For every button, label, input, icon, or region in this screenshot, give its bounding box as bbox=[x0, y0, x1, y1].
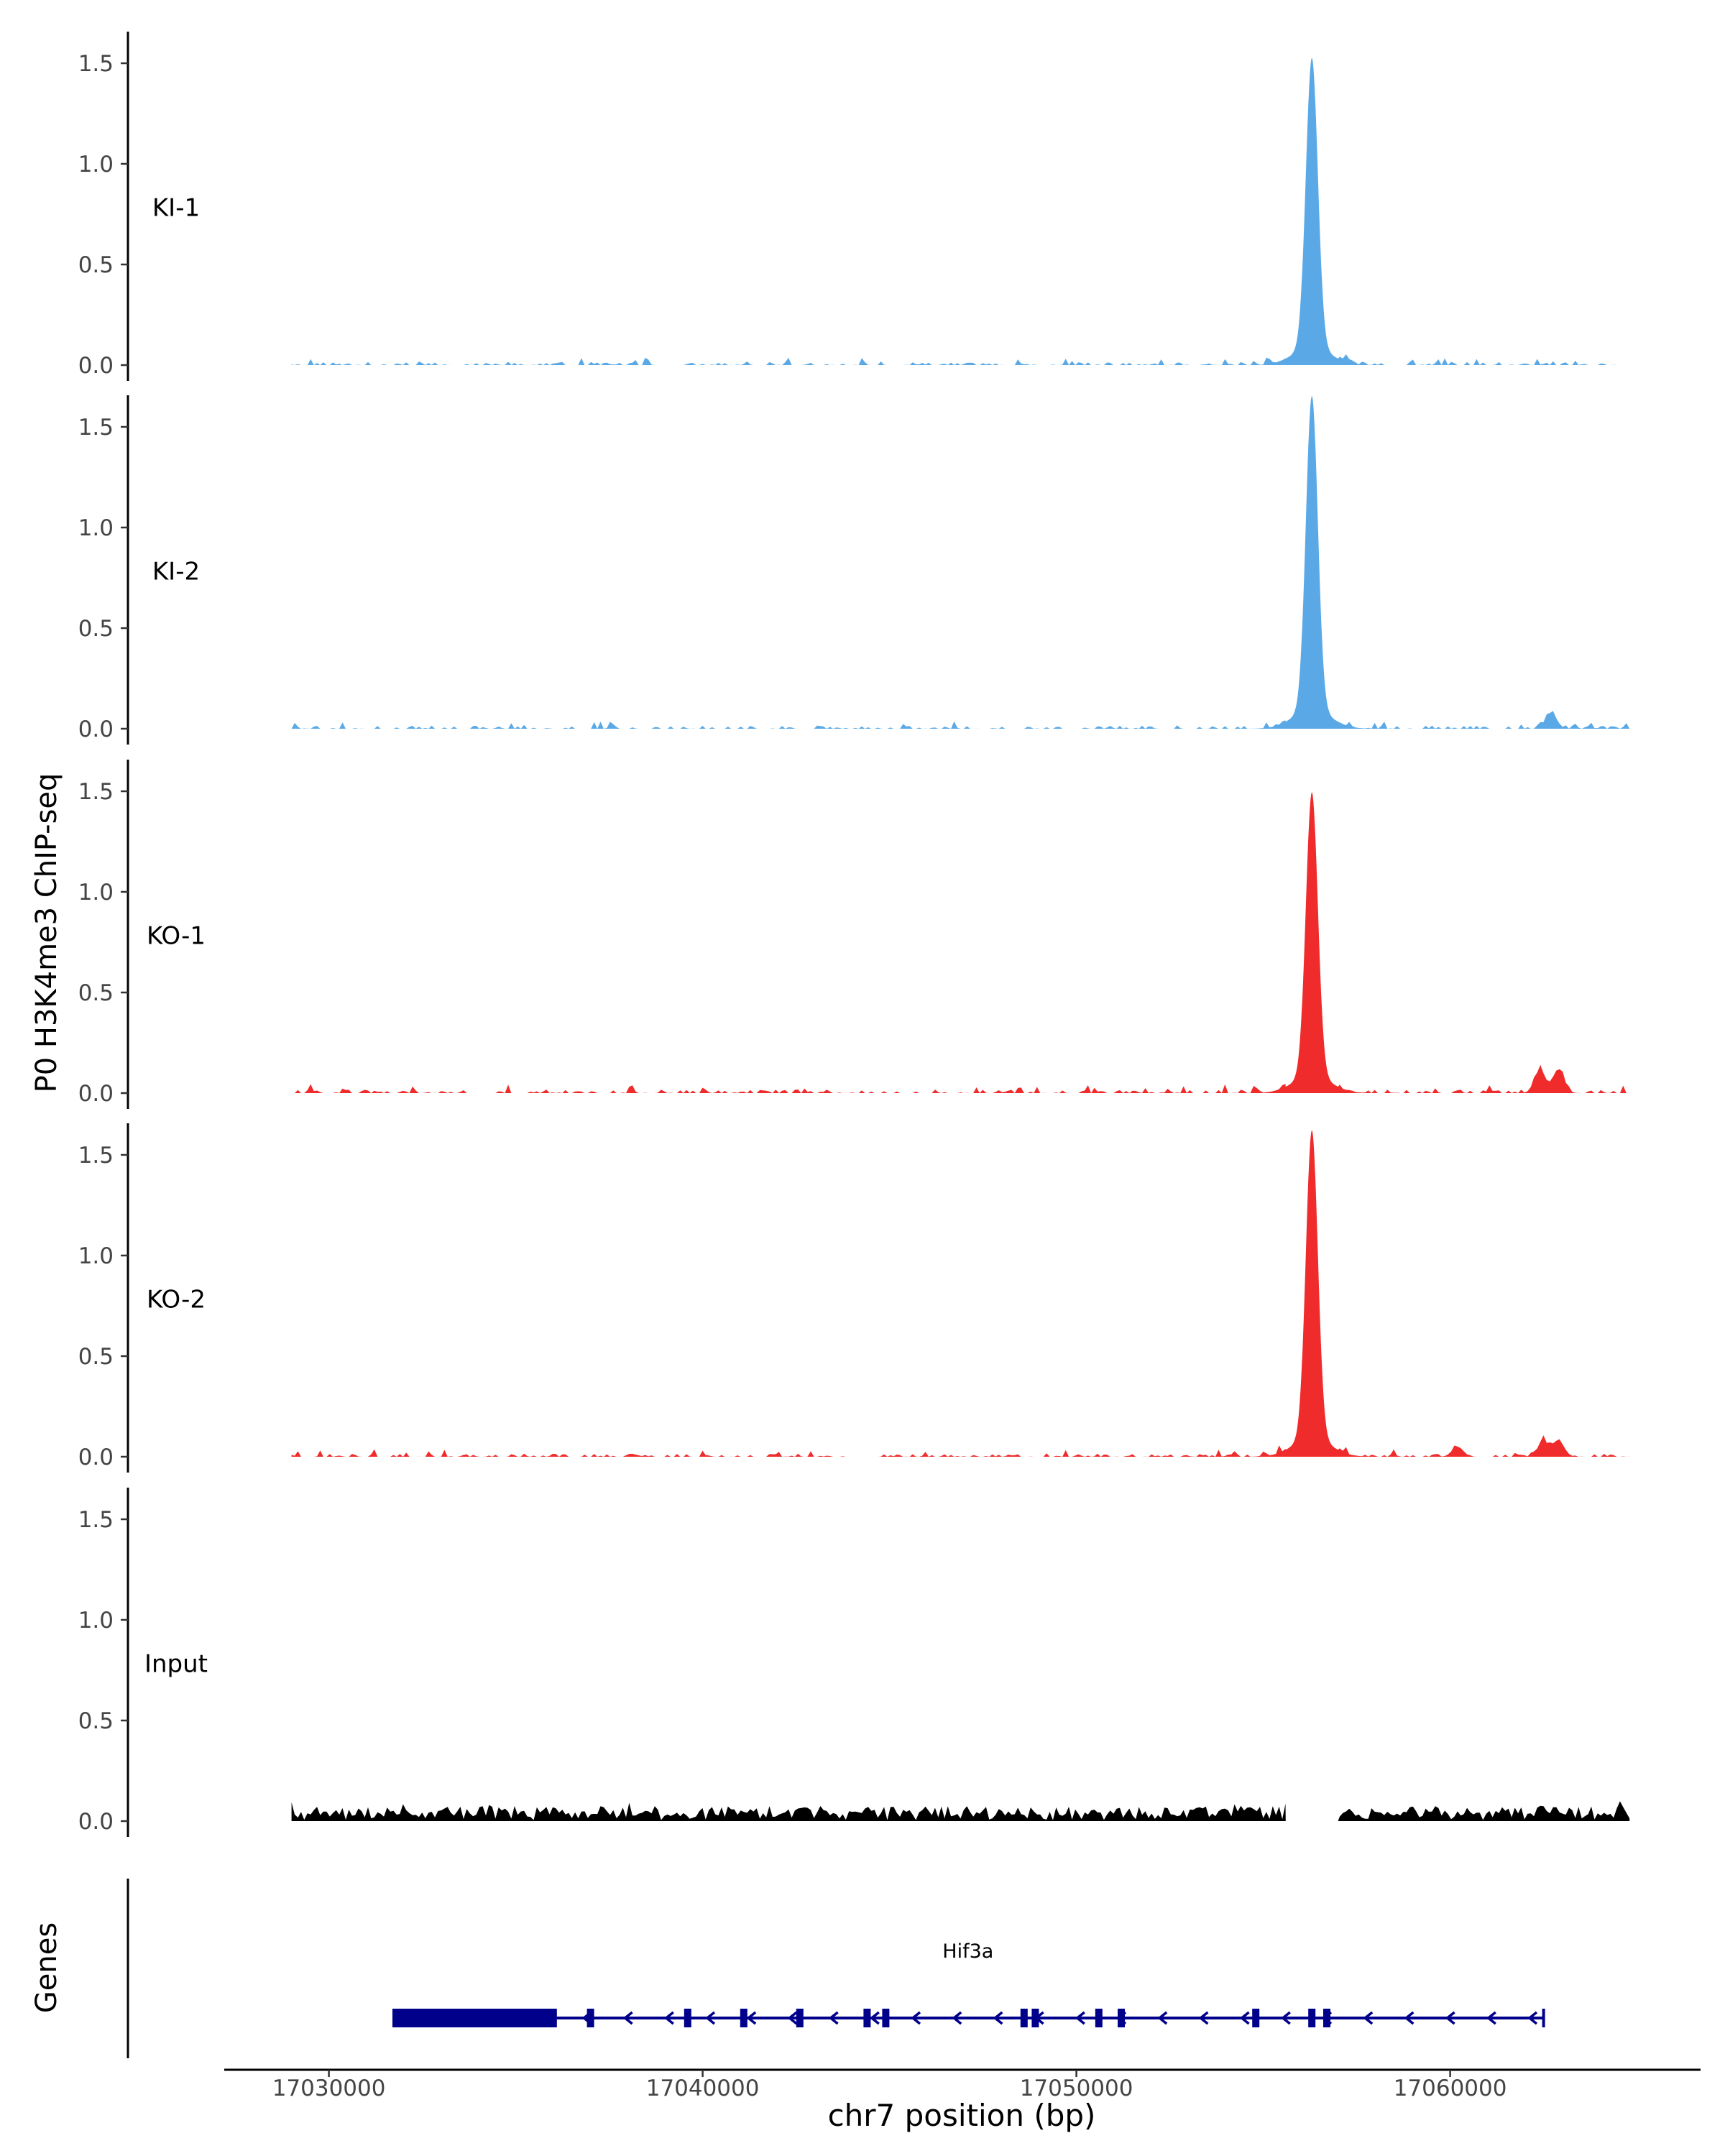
y-tick-label: 0.0 bbox=[78, 1081, 114, 1107]
y-tick-label: 1.0 bbox=[78, 515, 114, 541]
y-tick-label: 1.5 bbox=[78, 51, 114, 77]
strand-arrow bbox=[1280, 2011, 1291, 2025]
strand-arrow bbox=[1198, 2011, 1209, 2025]
strand-arrow bbox=[1404, 2011, 1414, 2025]
strand-arrow bbox=[663, 2011, 674, 2025]
strand-arrow bbox=[746, 2011, 757, 2025]
strand-arrow bbox=[1363, 2011, 1374, 2025]
y-axis-label: P0 H3K4me3 ChIP-seq bbox=[30, 773, 63, 1093]
x-tick-label: 17060000 bbox=[1394, 2076, 1507, 2101]
strand-arrow bbox=[705, 2011, 716, 2025]
gene-exon bbox=[863, 2009, 871, 2027]
signal-area bbox=[291, 1801, 1630, 1821]
gene-exon bbox=[684, 2009, 691, 2027]
strand-arrow bbox=[581, 2011, 592, 2025]
gene-exon bbox=[1095, 2009, 1103, 2027]
signal-area bbox=[291, 1130, 1630, 1457]
y-tick-label: 0.5 bbox=[78, 980, 114, 1006]
track-ko-1: 0.0 0.5 1.0 1.5 KO-1 bbox=[78, 760, 1630, 1109]
strand-arrow bbox=[1157, 2011, 1168, 2025]
signal-area bbox=[291, 57, 1630, 365]
gene-exon bbox=[882, 2009, 890, 2027]
gene-exon bbox=[586, 2009, 594, 2027]
gene-exon bbox=[1118, 2009, 1125, 2027]
strand-arrow bbox=[622, 2011, 633, 2025]
x-tick-label: 17050000 bbox=[1020, 2076, 1133, 2101]
strand-arrow bbox=[1239, 2011, 1250, 2025]
y-tick-label: 0.5 bbox=[78, 616, 114, 642]
x-tick-label: 17030000 bbox=[272, 2076, 386, 2101]
strand-arrow bbox=[1075, 2011, 1085, 2025]
signal-area bbox=[291, 792, 1630, 1093]
strand-arrow bbox=[787, 2011, 798, 2025]
x-axis: 17030000 17040000 17050000 17060000 bbox=[224, 2068, 1701, 2101]
strand-arrow bbox=[828, 2011, 839, 2025]
gene-name: Hif3a bbox=[942, 1940, 993, 1963]
gene-exon bbox=[1020, 2009, 1028, 2027]
y-tick-label: 0.0 bbox=[78, 1809, 114, 1835]
y-tick-label: 1.0 bbox=[78, 152, 114, 178]
y-tick-label: 1.0 bbox=[78, 1608, 114, 1634]
gene-exon bbox=[1308, 2009, 1316, 2027]
strand-arrow bbox=[952, 2011, 962, 2025]
y-tick-label: 1.0 bbox=[78, 880, 114, 906]
x-tick-label: 17040000 bbox=[646, 2076, 760, 2101]
strand-arrow bbox=[911, 2011, 921, 2025]
track-label: KO-1 bbox=[147, 922, 206, 951]
signal-area bbox=[291, 396, 1630, 729]
strand-arrow bbox=[1034, 2011, 1044, 2025]
track-label: KI-1 bbox=[152, 194, 200, 223]
strand-arrow bbox=[869, 2011, 880, 2025]
gene-exon bbox=[1252, 2009, 1260, 2027]
strand-arrow bbox=[1445, 2011, 1455, 2025]
track-label: Input bbox=[144, 1650, 208, 1679]
y-tick-label: 0.0 bbox=[78, 1445, 114, 1470]
y-tick-label: 0.5 bbox=[78, 1344, 114, 1370]
strand-arrow bbox=[993, 2011, 1003, 2025]
track-label: KI-2 bbox=[152, 558, 200, 586]
y-tick-label: 0.5 bbox=[78, 252, 114, 278]
y-tick-label: 1.5 bbox=[78, 779, 114, 805]
genes-label: Genes bbox=[30, 1922, 63, 2013]
gene-exon bbox=[392, 2009, 557, 2027]
y-tick-label: 1.5 bbox=[78, 1143, 114, 1169]
y-tick-label: 0.0 bbox=[78, 353, 114, 379]
track-input: 0.0 0.5 1.0 1.5 Input bbox=[78, 1488, 1630, 1837]
track-ki-1: 0.0 0.5 1.0 1.5 KI-1 bbox=[78, 32, 1630, 381]
track-label: KO-2 bbox=[147, 1286, 206, 1314]
track-ki-2: 0.0 0.5 1.0 1.5 KI-2 bbox=[78, 395, 1630, 745]
strand-arrow bbox=[1527, 2011, 1538, 2025]
tracks-layer: 0.0 0.5 1.0 1.5 KI-1 0.0 0.5 1.0 1.5 KI-2 0.0 0.5 1.… bbox=[78, 32, 1630, 1837]
y-tick-label: 1.0 bbox=[78, 1243, 114, 1269]
y-tick-label: 1.5 bbox=[78, 415, 114, 441]
strand-arrow bbox=[1486, 2011, 1496, 2025]
y-tick-label: 1.5 bbox=[78, 1507, 114, 1533]
gene-exon bbox=[740, 2009, 748, 2027]
strand-arrow bbox=[1322, 2011, 1333, 2025]
y-tick-label: 0.0 bbox=[78, 717, 114, 742]
strand-arrow bbox=[1116, 2011, 1127, 2025]
gene-exon bbox=[1323, 2009, 1330, 2027]
y-tick-label: 0.5 bbox=[78, 1708, 114, 1734]
gene-exon bbox=[796, 2009, 804, 2027]
genes-layer: Genes Hif3a bbox=[30, 1879, 1545, 2058]
x-axis-label: chr7 position (bp) bbox=[828, 2098, 1096, 2133]
track-ko-2: 0.0 0.5 1.0 1.5 KO-2 bbox=[78, 1123, 1630, 1473]
